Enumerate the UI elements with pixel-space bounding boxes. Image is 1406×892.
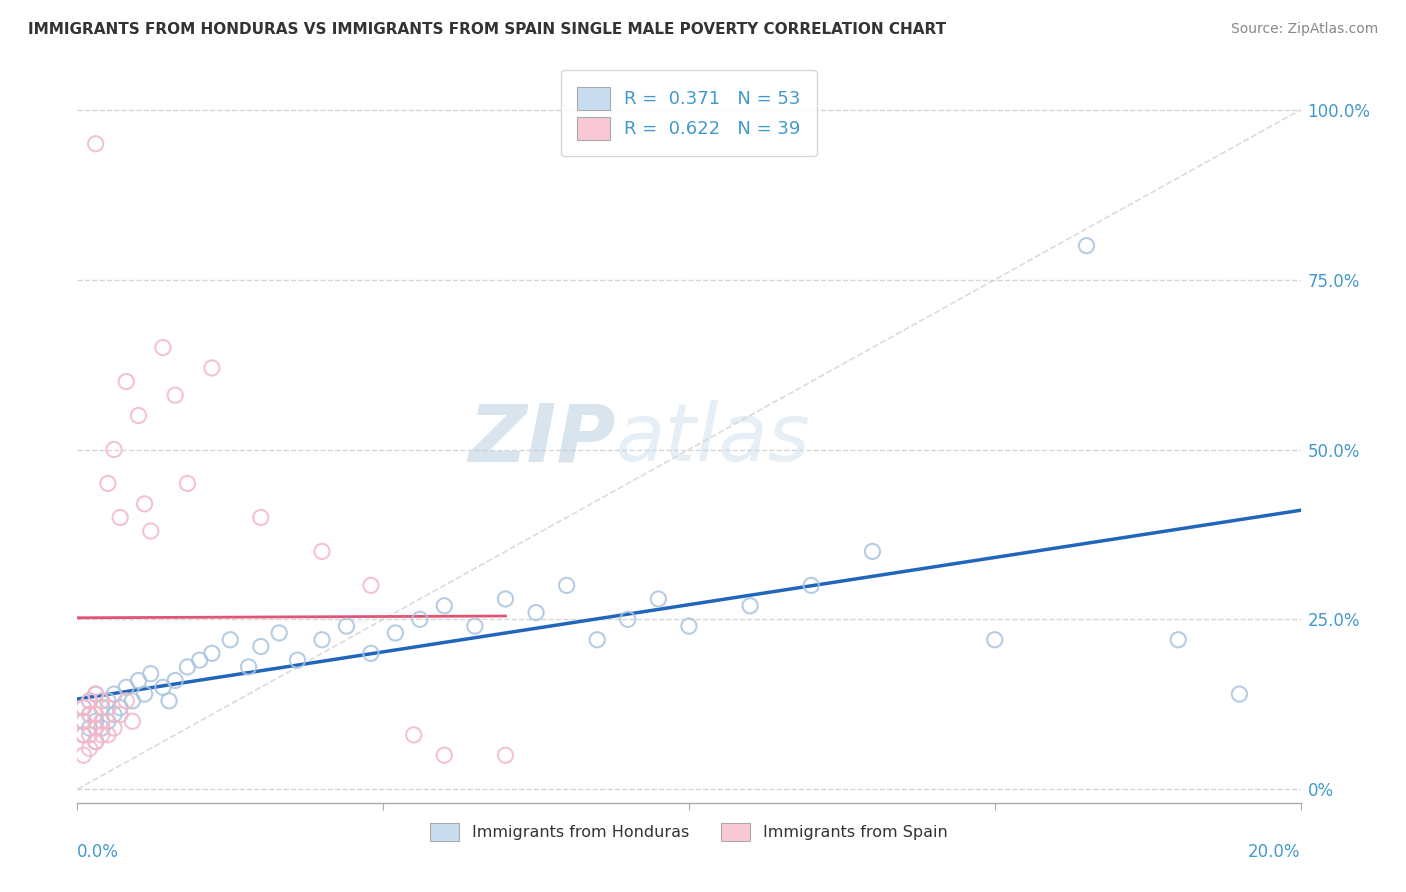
Point <box>72 728 94 742</box>
Point <box>678 619 700 633</box>
Point <box>335 619 357 633</box>
Point <box>121 714 143 729</box>
Point <box>1076 238 1098 252</box>
Text: 20.0%: 20.0% <box>1249 843 1301 861</box>
Point <box>90 700 112 714</box>
Point <box>103 442 125 457</box>
Point <box>97 728 120 742</box>
Point <box>433 599 456 613</box>
Point <box>97 714 120 729</box>
Point <box>495 748 517 763</box>
Point <box>79 721 101 735</box>
Point <box>250 640 273 654</box>
Point <box>188 653 211 667</box>
Point <box>72 748 94 763</box>
Text: Source: ZipAtlas.com: Source: ZipAtlas.com <box>1230 22 1378 37</box>
Point <box>409 612 432 626</box>
Point <box>176 476 198 491</box>
Point <box>90 694 112 708</box>
Point <box>360 578 382 592</box>
Point <box>402 728 425 742</box>
Point <box>72 700 94 714</box>
Point <box>201 646 224 660</box>
Point <box>134 687 156 701</box>
Point <box>464 619 486 633</box>
Legend: Immigrants from Honduras, Immigrants from Spain: Immigrants from Honduras, Immigrants fro… <box>422 815 956 849</box>
Point <box>250 510 273 524</box>
Point <box>269 626 291 640</box>
Point <box>165 673 187 688</box>
Point <box>495 591 517 606</box>
Point <box>524 606 547 620</box>
Point <box>84 687 107 701</box>
Point <box>287 653 309 667</box>
Point <box>72 714 94 729</box>
Point <box>139 524 162 538</box>
Point <box>311 632 333 647</box>
Point <box>127 673 149 688</box>
Text: ZIP: ZIP <box>468 401 616 478</box>
Point <box>800 578 823 592</box>
Point <box>97 700 120 714</box>
Point <box>617 612 640 626</box>
Point <box>79 741 101 756</box>
Point <box>384 626 406 640</box>
Point <box>121 694 143 708</box>
Point <box>115 375 138 389</box>
Point <box>219 632 242 647</box>
Point <box>79 694 101 708</box>
Point <box>103 721 125 735</box>
Point <box>555 578 578 592</box>
Point <box>84 136 107 151</box>
Point <box>134 497 156 511</box>
Point <box>152 681 174 695</box>
Point <box>139 666 162 681</box>
Point <box>360 646 382 660</box>
Text: atlas: atlas <box>616 401 810 478</box>
Point <box>90 714 112 729</box>
Point <box>647 591 669 606</box>
Point <box>103 687 125 701</box>
Point <box>108 707 131 722</box>
Point <box>176 660 198 674</box>
Point <box>90 728 112 742</box>
Point <box>84 707 107 722</box>
Point <box>1167 632 1189 647</box>
Text: IMMIGRANTS FROM HONDURAS VS IMMIGRANTS FROM SPAIN SINGLE MALE POVERTY CORRELATIO: IMMIGRANTS FROM HONDURAS VS IMMIGRANTS F… <box>28 22 946 37</box>
Point <box>740 599 762 613</box>
Point <box>108 510 131 524</box>
Point <box>79 707 101 722</box>
Point <box>97 694 120 708</box>
Point <box>84 687 107 701</box>
Point <box>238 660 260 674</box>
Point <box>79 694 101 708</box>
Point <box>433 748 456 763</box>
Point <box>201 361 224 376</box>
Point <box>862 544 884 558</box>
Text: 0.0%: 0.0% <box>77 843 120 861</box>
Point <box>84 714 107 729</box>
Point <box>586 632 609 647</box>
Point <box>115 681 138 695</box>
Point <box>79 707 101 722</box>
Point <box>72 728 94 742</box>
Point <box>157 694 180 708</box>
Point <box>90 721 112 735</box>
Point <box>152 341 174 355</box>
Point <box>72 700 94 714</box>
Point <box>984 632 1007 647</box>
Point <box>165 388 187 402</box>
Point <box>127 409 149 423</box>
Point <box>115 694 138 708</box>
Point <box>103 707 125 722</box>
Point <box>84 734 107 748</box>
Point <box>79 728 101 742</box>
Point <box>1229 687 1251 701</box>
Point <box>72 714 94 729</box>
Point <box>84 721 107 735</box>
Point <box>84 734 107 748</box>
Point <box>311 544 333 558</box>
Point <box>108 700 131 714</box>
Point <box>97 476 120 491</box>
